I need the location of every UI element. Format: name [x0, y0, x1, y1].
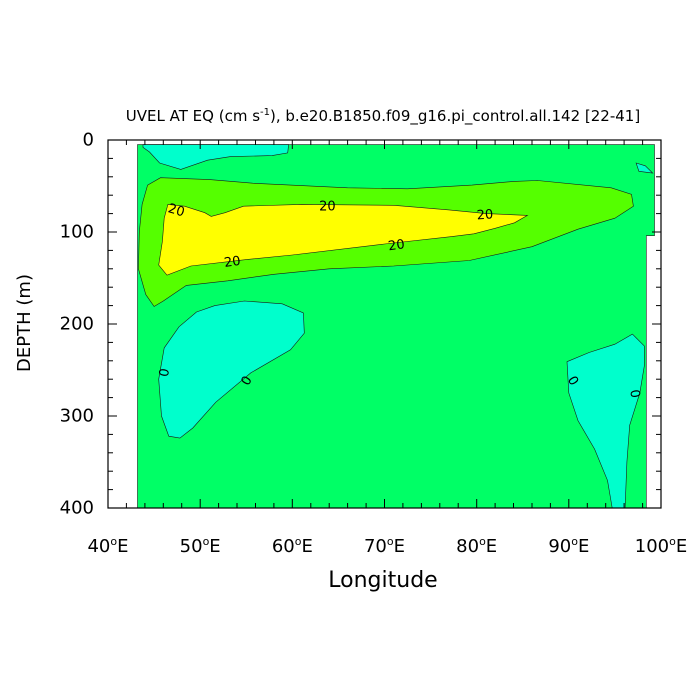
x-tick-label: 40oE: [87, 535, 128, 557]
negative-deep-east: [566, 333, 645, 509]
negative-surface-patch: [142, 144, 289, 170]
contour-label-3: 20: [387, 237, 405, 254]
x-axis-title: Longitude: [328, 568, 437, 593]
x-tick-label: 90oE: [548, 535, 589, 557]
x-tick-label: 100oE: [635, 535, 687, 557]
negative-east-corner: [635, 162, 654, 174]
y-axis-title: DEPTH (m): [14, 274, 35, 372]
y-tick-label: 100: [60, 222, 94, 243]
contour-label-4: 20: [223, 254, 241, 271]
y-tick-label: 0: [83, 130, 94, 151]
negative-deep-west: [158, 300, 305, 439]
x-tick-label: 50oE: [180, 535, 221, 557]
title-superscript: -1: [260, 107, 270, 118]
x-tick-label: 80oE: [456, 535, 497, 557]
jet-20-30: [158, 204, 529, 276]
contour-label-0: 20: [166, 201, 186, 220]
x-tick-label: 70oE: [364, 535, 405, 557]
y-tick-label: 300: [60, 406, 94, 427]
contour-fill-layer: [137, 144, 655, 509]
x-axis: 40oE 50oE 60oE 70oE 80oE 90oE 100oE: [87, 140, 687, 557]
contour-label-2: 20: [476, 207, 494, 223]
contour-label-5: 0: [157, 367, 173, 378]
x-tick-label: 60oE: [272, 535, 313, 557]
y-tick-label: 200: [60, 314, 94, 335]
contour-label-8: 0: [626, 388, 642, 399]
chart-title: UVEL AT EQ (cm s-1), b.e20.B1850.f09_g16…: [126, 107, 640, 126]
y-tick-label: 400: [60, 498, 94, 519]
contour-label-1: 20: [319, 200, 336, 215]
